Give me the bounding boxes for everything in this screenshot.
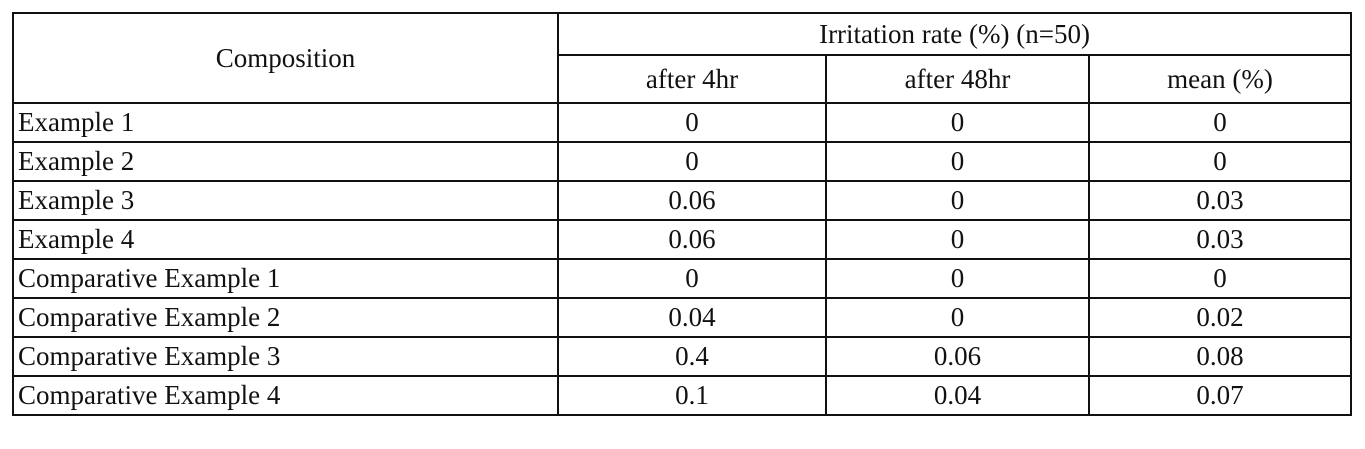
cell-value: 0 [1089, 259, 1351, 298]
cell-value: 0 [826, 220, 1089, 259]
table-row: Example 2000 [13, 142, 1351, 181]
composition-header: Composition [13, 13, 558, 103]
cell-value: 0.03 [1089, 220, 1351, 259]
table-row: Example 1000 [13, 103, 1351, 142]
cell-value: 0.07 [1089, 376, 1351, 415]
cell-value: 0 [826, 181, 1089, 220]
cell-value: 0.1 [558, 376, 826, 415]
row-label: Comparative Example 1 [13, 259, 558, 298]
cell-value: 0 [558, 142, 826, 181]
cell-value: 0 [826, 142, 1089, 181]
cell-value: 0 [826, 103, 1089, 142]
table-row: Example 30.0600.03 [13, 181, 1351, 220]
cell-value: 0.06 [558, 181, 826, 220]
cell-value: 0.06 [826, 337, 1089, 376]
row-label: Example 2 [13, 142, 558, 181]
table-row: Comparative Example 1000 [13, 259, 1351, 298]
table-row: Comparative Example 20.0400.02 [13, 298, 1351, 337]
row-label: Comparative Example 3 [13, 337, 558, 376]
table-body: Example 1000Example 2000Example 30.0600.… [13, 103, 1351, 415]
cell-value: 0.4 [558, 337, 826, 376]
cell-value: 0 [1089, 103, 1351, 142]
cell-value: 0 [558, 259, 826, 298]
row-label: Example 3 [13, 181, 558, 220]
group-header: Irritation rate (%) (n=50) [558, 13, 1351, 55]
row-label: Comparative Example 4 [13, 376, 558, 415]
table-row: Comparative Example 40.10.040.07 [13, 376, 1351, 415]
page: {"header": {"composition": "Composition"… [0, 0, 1365, 449]
header-row: Composition Irritation rate (%) (n=50) [13, 13, 1351, 55]
cell-value: 0 [558, 103, 826, 142]
cell-value: 0 [1089, 142, 1351, 181]
cell-value: 0 [826, 298, 1089, 337]
column-header: after 4hr [558, 55, 826, 103]
row-label: Example 1 [13, 103, 558, 142]
cell-value: 0.04 [558, 298, 826, 337]
column-header: after 48hr [826, 55, 1089, 103]
irritation-table: Composition Irritation rate (%) (n=50) a… [12, 12, 1352, 416]
row-label: Example 4 [13, 220, 558, 259]
table-row: Comparative Example 30.40.060.08 [13, 337, 1351, 376]
column-header: mean (%) [1089, 55, 1351, 103]
cell-value: 0.04 [826, 376, 1089, 415]
cell-value: 0.08 [1089, 337, 1351, 376]
table-row: Example 40.0600.03 [13, 220, 1351, 259]
cell-value: 0.03 [1089, 181, 1351, 220]
row-label: Comparative Example 2 [13, 298, 558, 337]
cell-value: 0.02 [1089, 298, 1351, 337]
cell-value: 0 [826, 259, 1089, 298]
cell-value: 0.06 [558, 220, 826, 259]
